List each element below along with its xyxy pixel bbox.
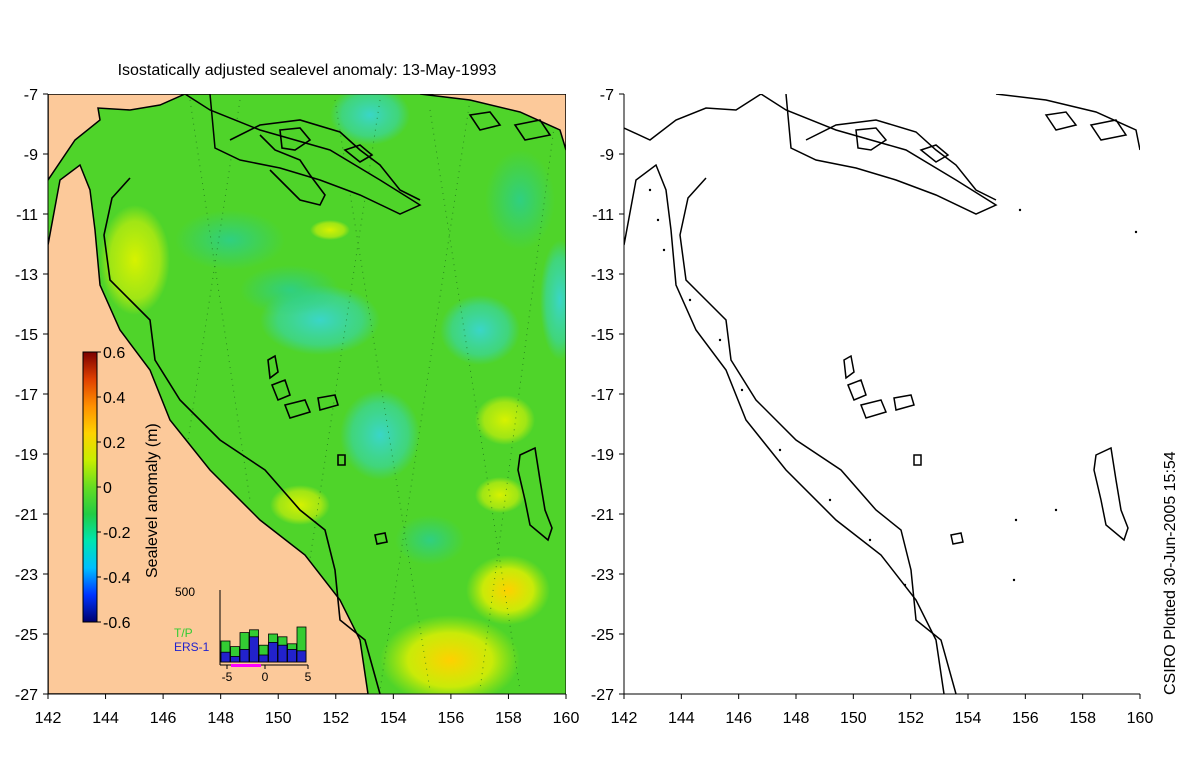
colorbar-tick-label: 0.4 xyxy=(103,390,125,407)
colorbar-tick-label: -0.4 xyxy=(103,570,131,587)
colorbar-tick-label: 0 xyxy=(103,480,112,497)
islands xyxy=(267,111,553,545)
lat-tick-label: -11 xyxy=(592,207,614,224)
right-map-axes: -7-9-11-13-15-17-19-21-23-25-27 142 144 14… xyxy=(591,87,1154,727)
inset-x-tick-label: 0 xyxy=(262,670,269,684)
shelf-contour xyxy=(103,119,421,694)
right-lat-ticks: -7 -9 -11 -13 -15 -17 -19 -21 -23 -25 -27 xyxy=(591,87,624,704)
ers1-bar xyxy=(268,642,278,663)
lon-tick-label: 152 xyxy=(897,710,924,727)
outline-map xyxy=(624,94,1140,694)
lon-tick-label: 158 xyxy=(1069,710,1096,727)
anomaly-blobs xyxy=(100,94,566,694)
ers1-bar xyxy=(220,651,231,663)
ers1-bar xyxy=(296,650,307,663)
lon-tick-label: 156 xyxy=(1012,710,1039,727)
landmass xyxy=(48,94,566,694)
colorbar-tick-label: -0.2 xyxy=(103,525,131,542)
lon-tick-label: 160 xyxy=(553,710,580,727)
lon-tick-label: 144 xyxy=(668,710,695,727)
lon-tick-label: 154 xyxy=(955,710,982,727)
lat-tick-label: -17 xyxy=(591,387,614,404)
colorbar-tick-label: 0.2 xyxy=(103,435,125,452)
colorbar-label: Sealevel anomaly (m) xyxy=(144,423,161,578)
lon-tick-label: 146 xyxy=(725,710,752,727)
colorbar-ticks: 0.6 0.4 0.2 0 -0.2 -0.4 -0.6 xyxy=(97,345,131,632)
ers1-bar xyxy=(258,654,269,663)
lon-tick-label: 148 xyxy=(783,710,810,727)
outline-reef-dots xyxy=(648,188,1138,587)
colorbar-tick-label: -0.6 xyxy=(103,615,131,632)
lat-tick-label: -25 xyxy=(15,627,38,644)
lat-tick-label: -9 xyxy=(24,147,38,164)
lon-tick-label: 142 xyxy=(611,710,638,727)
lat-tick-label: -27 xyxy=(15,687,38,704)
lon-tick-label: 142 xyxy=(35,710,62,727)
lat-tick-label: -19 xyxy=(15,447,38,464)
lon-tick-label: 156 xyxy=(438,710,465,727)
lat-tick-label: -13 xyxy=(591,267,614,284)
lat-tick-label: -23 xyxy=(15,567,38,584)
ers1-bar xyxy=(249,636,259,663)
lon-tick-label: 150 xyxy=(840,710,867,727)
colorbar-gradient xyxy=(82,351,98,623)
left-map-axes: -7-9-11-13-15-17-19-21-23-25-27 142 144 14… xyxy=(15,87,580,727)
lat-tick-label: -19 xyxy=(591,447,614,464)
lon-tick-label: 160 xyxy=(1127,710,1154,727)
colorbar: 0.6 0.4 0.2 0 -0.2 -0.4 -0.6 Sealevel anomaly … xyxy=(82,345,161,632)
legend-tp: T/P xyxy=(174,626,193,640)
inset-x-tick-label: -5 xyxy=(222,670,233,684)
lat-tick-label: -9 xyxy=(600,147,614,164)
ers1-bar xyxy=(230,656,240,663)
lat-tick-label: -15 xyxy=(15,327,38,344)
legend-ers1: ERS-1 xyxy=(174,640,210,654)
ers1-bar xyxy=(277,644,288,663)
lon-tick-label: 158 xyxy=(495,710,522,727)
inset-histogram: 500 -5 0 5 T/P ERS-1 xyxy=(174,585,312,684)
lat-tick-label: -23 xyxy=(591,567,614,584)
lat-tick-label: -25 xyxy=(591,627,614,644)
map-title: Isostatically adjusted sealevel anomaly:… xyxy=(117,62,497,79)
lon-tick-label: 146 xyxy=(150,710,177,727)
left-lat-ticks: -7 -9 -11 -13 -15 -17 -19 -21 -23 -25 -27 xyxy=(15,87,48,704)
inset-x-tick-label: 5 xyxy=(305,670,312,684)
lat-tick-label: -13 xyxy=(15,267,38,284)
lon-tick-label: 152 xyxy=(322,710,349,727)
lat-tick-label: -27 xyxy=(591,687,614,704)
left-lon-ticks: 142 144 146 148 150 152 154 156 158 160 xyxy=(35,694,580,727)
lon-tick-label: 154 xyxy=(380,710,407,727)
lat-tick-label: -15 xyxy=(591,327,614,344)
lat-tick-label: -11 xyxy=(16,207,38,224)
colorbar-tick-label: 0.6 xyxy=(103,345,125,362)
lat-tick-label: -7 xyxy=(600,87,614,104)
lat-tick-label: -7 xyxy=(24,87,38,104)
lon-tick-label: 148 xyxy=(207,710,234,727)
anomaly-map xyxy=(48,94,566,694)
lat-tick-label: -17 xyxy=(15,387,38,404)
ers1-bar xyxy=(287,649,297,663)
lat-tick-label: -21 xyxy=(591,507,614,524)
right-lon-ticks: 142 144 146 148 150 152 154 156 158 160 xyxy=(611,694,1154,727)
lat-tick-label: -21 xyxy=(15,507,38,524)
inset-bars xyxy=(220,626,307,663)
lon-tick-label: 150 xyxy=(265,710,292,727)
inset-x-ticks: -5 0 5 xyxy=(222,665,312,684)
inset-ymax-label: 500 xyxy=(175,585,195,599)
ers1-bar xyxy=(239,649,250,663)
inset-highlight-bar xyxy=(231,664,261,667)
lon-tick-label: 144 xyxy=(92,710,119,727)
